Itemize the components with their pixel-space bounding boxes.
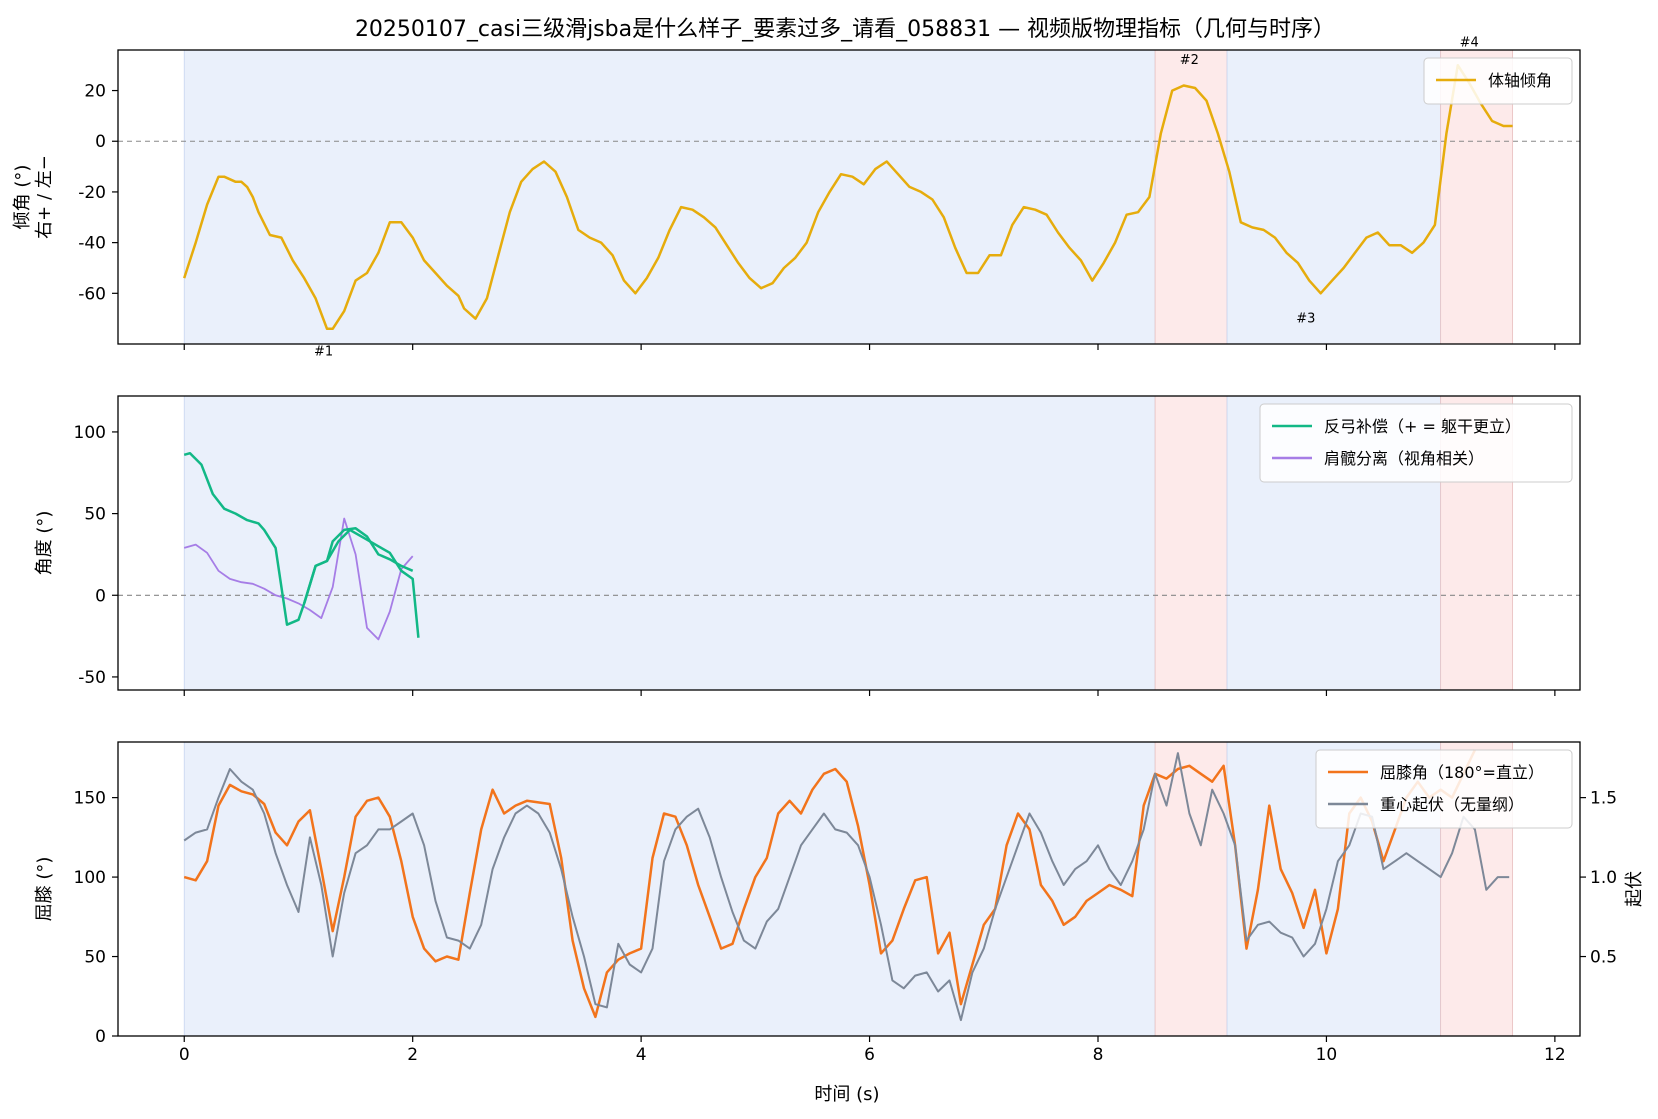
annotation-4: #4 xyxy=(1460,35,1479,50)
y-tick-label-1-20: 20 xyxy=(84,82,106,102)
x-tick-label-8: 8 xyxy=(1093,1045,1104,1065)
legend-angles-label-2: 肩髋分离（视角相关） xyxy=(1324,449,1484,468)
y-axis-label-knee: 屈膝 (°) xyxy=(34,857,55,922)
legend-tilt xyxy=(1423,57,1573,105)
legend-tilt-label-1: 体轴倾角 xyxy=(1488,71,1552,90)
shaded-region-3-1 xyxy=(183,741,1156,1037)
y-tick-label-3-0: 0 xyxy=(95,1027,106,1047)
legend-angles-label-1: 反弓补偿（+ = 躯干更立） xyxy=(1324,417,1521,436)
y-tick-label-3-150: 150 xyxy=(74,789,106,809)
y-tick-label-1-0: 0 xyxy=(95,132,106,152)
series-line-knee xyxy=(183,749,1477,1019)
x-axis-label: 时间 (s) xyxy=(814,1084,879,1105)
series-line-compensation-2 xyxy=(303,528,420,638)
shaded-region-1-1 xyxy=(183,49,1156,345)
y-tick-label-2-50: 50 xyxy=(84,505,106,525)
x-tick-label-6: 6 xyxy=(864,1045,875,1065)
series-line-com xyxy=(183,752,1510,1022)
shaded-region-1-3 xyxy=(1226,49,1442,345)
y-tick-label-2--50: -50 xyxy=(78,668,106,688)
shaded-region-2-1 xyxy=(183,395,1156,691)
y-right-tick-label-1.0: 1.0 xyxy=(1590,868,1617,888)
y-axis-label-com: 起伏 xyxy=(1624,871,1645,907)
y-tick-label-2-0: 0 xyxy=(95,586,106,606)
y-tick-label-2-100: 100 xyxy=(74,423,106,443)
chart-title: 20250107_casi三级滑jsba是什么样子_要素过多_请看_058831… xyxy=(355,17,1335,42)
legend-knee xyxy=(1315,749,1573,829)
y-tick-label-1--60: -60 xyxy=(78,284,106,304)
y-tick-label-3-50: 50 xyxy=(84,948,106,968)
x-tick-label-10: 10 xyxy=(1316,1045,1338,1065)
shaded-region-1-2 xyxy=(1154,49,1228,345)
x-tick-label-12: 12 xyxy=(1544,1045,1566,1065)
series-line-tilt xyxy=(183,63,1513,331)
series-line-separation xyxy=(183,517,414,641)
x-tick-label-0: 0 xyxy=(179,1045,190,1065)
y-right-tick-label-0.5: 0.5 xyxy=(1590,948,1617,968)
y-axis-label-tilt-sub: 右+ / 左− xyxy=(34,155,55,239)
annotation-2: #2 xyxy=(1180,53,1199,68)
panel-frame-3 xyxy=(117,741,1581,1037)
x-tick-label-2: 2 xyxy=(407,1045,418,1065)
y-tick-label-3-100: 100 xyxy=(74,868,106,888)
annotation-1: #1 xyxy=(314,345,333,360)
y-axis-label-tilt: 倾角 (°) xyxy=(12,165,33,230)
y-tick-label-1--40: -40 xyxy=(78,234,106,254)
panel-frame-2 xyxy=(117,395,1581,691)
y-tick-label-1--20: -20 xyxy=(78,183,106,203)
y-axis-label-angles: 角度 (°) xyxy=(34,511,55,576)
shaded-region-3-2 xyxy=(1154,741,1228,1037)
legend-knee-label-2: 重心起伏（无量纲） xyxy=(1380,795,1524,814)
legend-knee-label-1: 屈膝角（180°=直立） xyxy=(1380,763,1544,782)
legend-angles xyxy=(1259,403,1573,483)
panel-frame-1 xyxy=(117,49,1581,345)
shaded-region-2-2 xyxy=(1154,395,1228,691)
x-tick-label-4: 4 xyxy=(636,1045,647,1065)
y-right-tick-label-1.5: 1.5 xyxy=(1590,789,1617,809)
annotation-3: #3 xyxy=(1296,312,1315,327)
